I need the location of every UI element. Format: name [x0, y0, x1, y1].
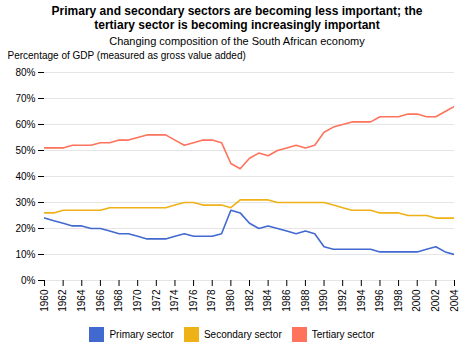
svg-text:1984: 1984: [262, 289, 273, 312]
svg-text:1964: 1964: [76, 289, 87, 312]
html-text:Changing composition of the So: Changing composition of the South Africa…: [109, 35, 365, 47]
svg-text:1966: 1966: [95, 289, 106, 312]
svg-text:1994: 1994: [356, 289, 367, 312]
svg-text:1996: 1996: [374, 289, 385, 312]
svg-text:1974: 1974: [169, 289, 180, 312]
svg-text:60%: 60%: [15, 119, 35, 130]
svg-text:1998: 1998: [393, 289, 404, 312]
svg-text:1976: 1976: [188, 289, 199, 312]
svg-text:1980: 1980: [225, 289, 236, 312]
svg-text:1978: 1978: [206, 289, 217, 312]
svg-text:40%: 40%: [15, 171, 35, 182]
svg-text:10%: 10%: [15, 249, 35, 260]
svg-text:2000: 2000: [411, 289, 422, 312]
svg-text:1986: 1986: [281, 289, 292, 312]
svg-text:2004: 2004: [449, 289, 460, 312]
svg-text:1992: 1992: [337, 289, 348, 312]
svg-text:1982: 1982: [244, 289, 255, 312]
svg-text:1970: 1970: [132, 289, 143, 312]
html-text:Tertiary sector: Tertiary sector: [311, 329, 375, 340]
svg-text:2002: 2002: [430, 289, 441, 312]
svg-text:1968: 1968: [113, 289, 124, 312]
svg-text:1990: 1990: [318, 289, 329, 312]
svg-text:70%: 70%: [15, 93, 35, 104]
svg-text:1972: 1972: [151, 289, 162, 312]
svg-text:20%: 20%: [15, 223, 35, 234]
svg-text:0%: 0%: [21, 275, 36, 286]
svg-text:1988: 1988: [300, 289, 311, 312]
html-text:Primary and secondary sectors: Primary and secondary sectors are becomi…: [51, 4, 423, 32]
svg-text:1962: 1962: [57, 289, 68, 312]
svg-text:50%: 50%: [15, 145, 35, 156]
html-text:Primary sector: Primary sector: [109, 329, 174, 340]
svg-text:Percentage of GDP (measured as: Percentage of GDP (measured as gross val…: [8, 50, 246, 61]
html-text:Secondary sector: Secondary sector: [203, 329, 282, 340]
svg-text:30%: 30%: [15, 197, 35, 208]
svg-text:80%: 80%: [15, 67, 35, 78]
svg-text:1960: 1960: [39, 289, 50, 312]
